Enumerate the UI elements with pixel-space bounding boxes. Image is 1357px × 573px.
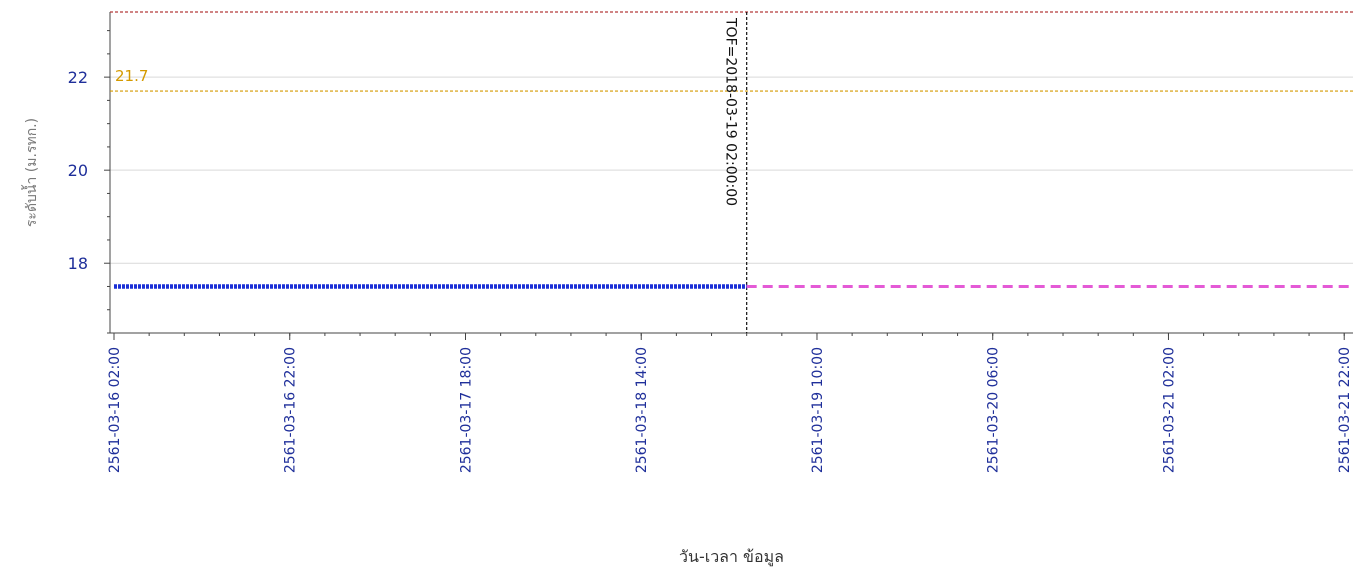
y-axis-label: ระดับน้ำ (ม.รทก.) <box>21 118 40 227</box>
y-tick-label: 20 <box>68 161 88 180</box>
y-tick-label: 18 <box>68 254 88 273</box>
x-tick-label: 2561-03-16 02:00 <box>107 347 123 473</box>
x-tick-label: 2561-03-21 22:00 <box>1337 347 1353 473</box>
axes: 18 20 22 2561-03-16 02:00 2561-03-16 22:00 25… <box>68 12 1353 473</box>
x-tick-label: 2561-03-21 02:00 <box>1161 347 1177 473</box>
grid-lines <box>110 76 1353 264</box>
x-tick-label: 2561-03-18 14:00 <box>634 347 650 473</box>
x-tick-label: 2561-03-17 18:00 <box>458 347 474 473</box>
reference-lines: 21.7 TOF=2018-03-19 02:00:00 <box>110 11 1353 333</box>
x-tick-label: 2561-03-20 06:00 <box>986 347 1002 473</box>
x-tick-label: 2561-03-16 22:00 <box>283 347 299 473</box>
tof-marker-label: TOF=2018-03-19 02:00:00 <box>723 17 739 206</box>
x-tick-label: 2561-03-19 10:00 <box>810 347 826 473</box>
threshold-label: 21.7 <box>115 67 148 85</box>
y-tick-label: 22 <box>68 68 88 87</box>
x-axis-label: วัน-เวลา ข้อมูล <box>679 547 784 567</box>
labels: ระดับน้ำ (ม.รทก.) วัน-เวลา ข้อมูล <box>21 118 784 567</box>
